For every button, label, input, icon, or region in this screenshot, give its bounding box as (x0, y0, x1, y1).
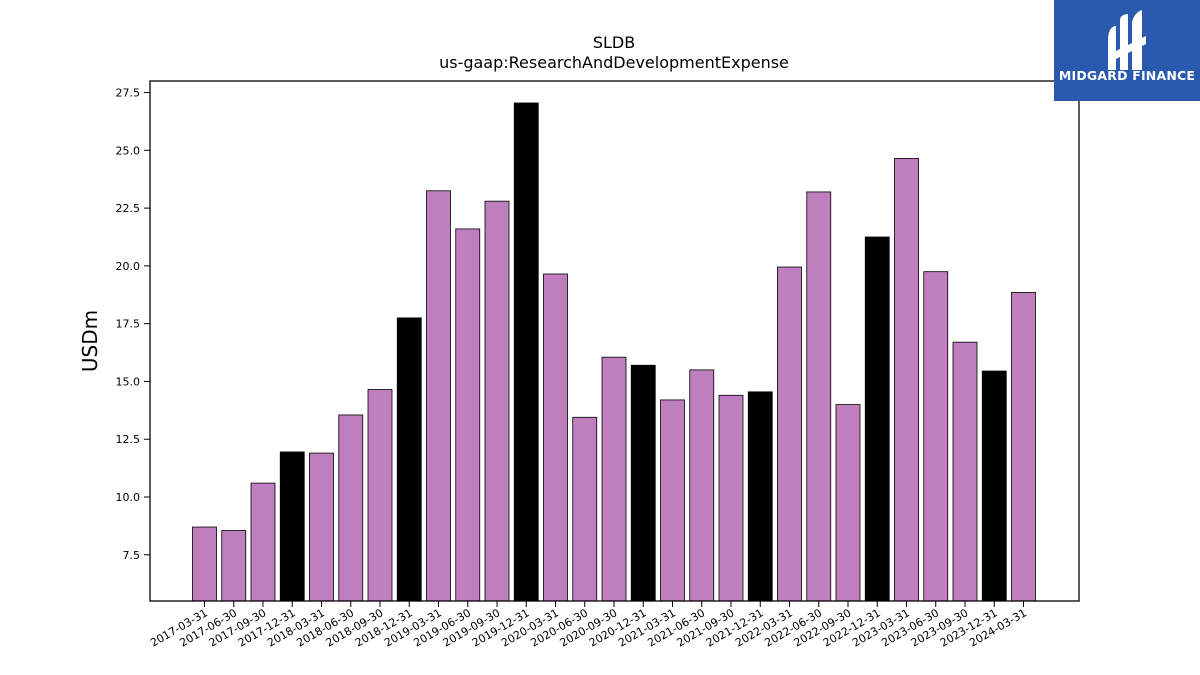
y-tick-label: 15.0 (116, 375, 141, 388)
y-tick-label: 17.5 (116, 318, 141, 331)
x-axis-ticks: 2017-03-312017-06-302017-09-302017-12-31… (148, 601, 1029, 650)
y-tick-label: 27.5 (116, 87, 141, 100)
bar-2019-06-30 (455, 228, 481, 602)
chart-title: SLDB (593, 33, 635, 52)
bar-2019-09-30 (484, 200, 510, 602)
y-tick-label: 10.0 (116, 491, 141, 504)
y-axis-label: USDm (78, 310, 102, 372)
bar-2020-03-31 (543, 273, 568, 602)
y-tick-label: 20.0 (116, 260, 141, 273)
bar-2018-12-31 (396, 317, 422, 602)
bars (192, 102, 1036, 602)
y-tick-label: 7.5 (123, 549, 141, 562)
bar-2023-09-30 (952, 341, 978, 602)
bar-2017-03-31 (192, 526, 217, 602)
bar-2018-09-30 (367, 389, 393, 602)
bar-2021-09-30 (718, 394, 744, 602)
bar-2024-03-31 (1011, 292, 1036, 602)
bar-2018-03-31 (309, 452, 334, 602)
logo-text: MIDGARD FINANCE (1058, 68, 1196, 83)
bar-2020-09-30 (601, 356, 627, 602)
bar-2020-06-30 (572, 416, 598, 602)
chart-subtitle: us-gaap:ResearchAndDevelopmentExpense (439, 53, 789, 72)
bar-2017-09-30 (250, 482, 276, 602)
midgard-finance-logo: MIDGARD FINANCE (1054, 0, 1200, 101)
bar-2021-12-31 (747, 391, 773, 602)
plot-frame (149, 80, 1080, 602)
bar-2020-12-31 (630, 364, 656, 602)
bar-2017-06-30 (221, 530, 247, 602)
bar-2019-03-31 (426, 190, 451, 602)
bar-2017-12-31 (279, 451, 305, 602)
bar-2022-12-31 (864, 236, 890, 602)
bar-2023-12-31 (981, 370, 1007, 602)
bar-2021-06-30 (689, 369, 715, 602)
y-tick-label: 25.0 (116, 144, 141, 157)
bar-2019-12-31 (513, 102, 539, 602)
bar-2022-03-31 (777, 266, 802, 602)
bar-2022-06-30 (806, 191, 832, 602)
bar-2022-09-30 (835, 404, 861, 602)
bar-2021-03-31 (660, 399, 685, 602)
y-tick-label: 22.5 (116, 202, 141, 215)
y-tick-label: 12.5 (116, 433, 141, 446)
bar-2023-03-31 (894, 158, 919, 602)
y-axis-ticks: 7.5 10.0 12.5 15.0 17.5 20.0 22.5 25.0 27.5 (116, 87, 150, 562)
midgard-logo-icon (1108, 10, 1146, 70)
bar-2018-06-30 (338, 414, 364, 602)
bar-2023-06-30 (923, 271, 949, 602)
